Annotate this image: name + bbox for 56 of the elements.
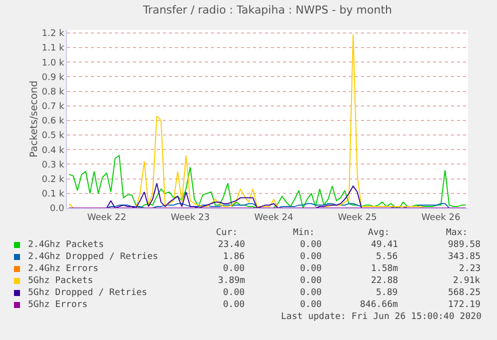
text: Last update: Fri Jun 26 15:00:40 2020 bbox=[281, 312, 482, 322]
y-tick-label: 1.2 k bbox=[42, 29, 65, 40]
legend-label: 2.4Ghz Packets bbox=[28, 240, 104, 250]
legend-label: 2.4Ghz Errors bbox=[28, 264, 98, 274]
text: 0.00 bbox=[300, 276, 322, 286]
y-tick-label: 1.1 k bbox=[42, 44, 65, 54]
text: 846.66m bbox=[360, 300, 398, 310]
y-tick-label: 0.7 k bbox=[42, 102, 65, 112]
text: 0.00 bbox=[300, 252, 322, 262]
text: 22.88 bbox=[371, 276, 398, 286]
line-series bbox=[68, 154, 466, 208]
y-tick-label: 0.0 bbox=[50, 204, 64, 214]
legend-label: 5Ghz Packets bbox=[28, 276, 94, 286]
text: Avg: bbox=[368, 228, 390, 238]
text: Max: bbox=[446, 228, 468, 238]
legend-label: 5Ghz Dropped / Retries bbox=[28, 288, 148, 298]
text: 0.00 bbox=[300, 288, 322, 298]
legend-label: 2.4Ghz Dropped / Retries bbox=[28, 252, 158, 262]
y-tick-label: 0.8 k bbox=[42, 87, 65, 98]
text: 343.85 bbox=[448, 252, 481, 262]
y-axis-title: Packets/second bbox=[28, 80, 40, 158]
text: Cur: bbox=[216, 228, 238, 238]
text: 49.41 bbox=[371, 240, 398, 250]
y-tick-label: 0.6 k bbox=[42, 116, 65, 127]
text: 1.86 bbox=[223, 252, 245, 262]
x-tick-label: Week 23 bbox=[170, 212, 210, 223]
y-tick-label: 0.9 k bbox=[42, 72, 65, 83]
y-tick-label: 1.0 k bbox=[42, 58, 65, 68]
text: 5.56 bbox=[376, 252, 398, 262]
x-tick-label: Week 26 bbox=[421, 212, 461, 223]
text: 0.00 bbox=[223, 288, 245, 298]
text: 568.25 bbox=[448, 288, 481, 298]
text: 0.00 bbox=[300, 240, 322, 250]
text: 989.58 bbox=[448, 240, 481, 250]
y-tick-label: 0.4 k bbox=[42, 146, 65, 156]
y-tick-label: 0.5 k bbox=[42, 131, 65, 142]
y-tick-label: 0.2 k bbox=[42, 174, 65, 185]
chart-title: Transfer / radio : Takapiha : NWPS - by month bbox=[142, 4, 392, 17]
text: 23.40 bbox=[218, 240, 246, 250]
text: 0.00 bbox=[300, 264, 322, 274]
text: 2.23 bbox=[459, 264, 481, 274]
text: 1.58m bbox=[371, 264, 398, 274]
text: 0.00 bbox=[223, 300, 245, 310]
y-tick-label: 0.1 k bbox=[42, 190, 65, 200]
text: Min: bbox=[293, 228, 315, 238]
text: 0.00 bbox=[300, 300, 322, 310]
text: 0.00 bbox=[223, 264, 245, 274]
x-tick-label: Week 25 bbox=[338, 212, 377, 223]
legend-label: 5Ghz Errors bbox=[28, 300, 88, 310]
text: 172.19 bbox=[448, 300, 481, 310]
text: 5.89 bbox=[376, 288, 398, 298]
y-tick-label: 0.3 k bbox=[42, 160, 65, 170]
text: 3.89m bbox=[218, 276, 246, 286]
text: 2.91k bbox=[453, 276, 481, 286]
x-tick-label: Week 24 bbox=[254, 212, 294, 223]
x-tick-label: Week 22 bbox=[87, 212, 126, 223]
